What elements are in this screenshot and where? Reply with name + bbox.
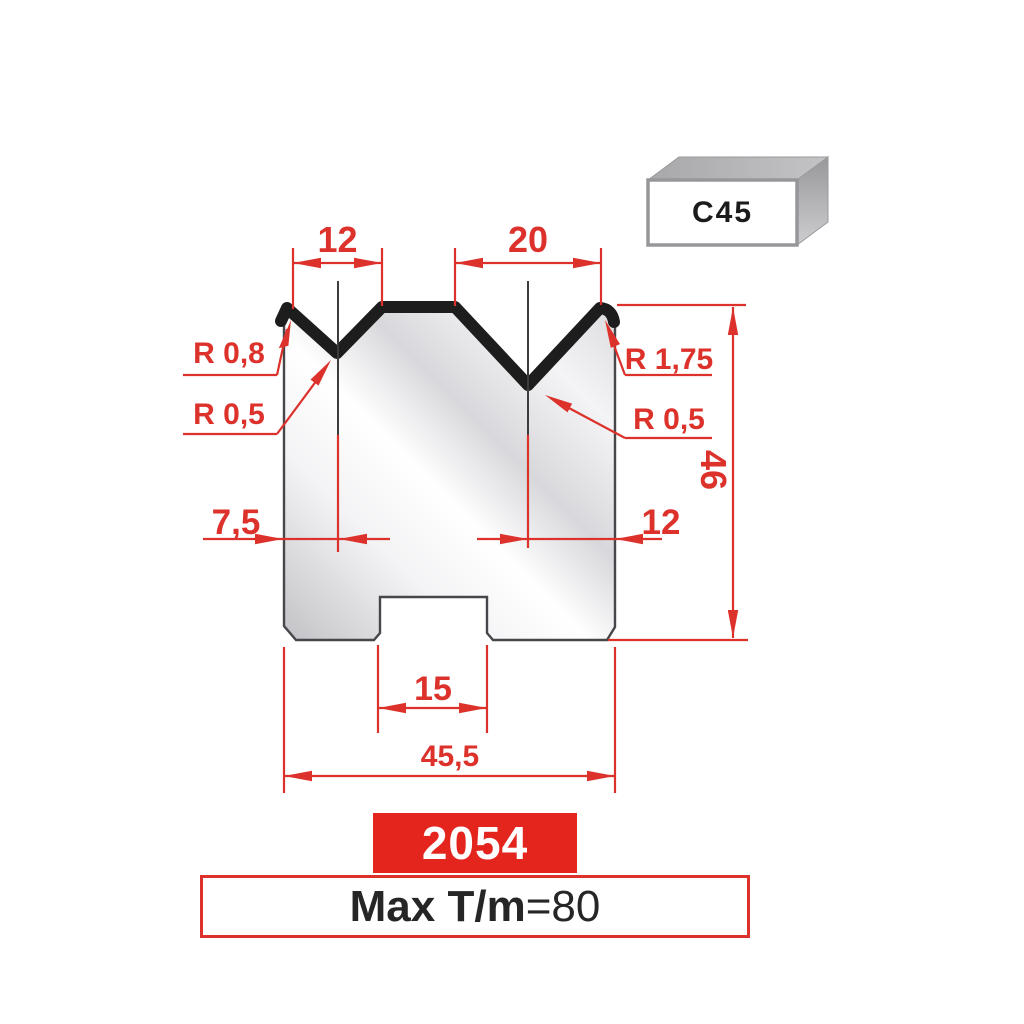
arrow-left-icon (455, 257, 483, 269)
label-radius-top-right: R 1,75 (624, 343, 714, 376)
arrow-up-icon (727, 307, 739, 335)
dimension-v1-opening (291, 248, 384, 309)
dimension-body-height (608, 303, 748, 642)
leader-radius-v1-bottom (183, 360, 331, 436)
arrow-left-icon (293, 257, 321, 269)
leader-radius-v2-bottom (545, 395, 712, 440)
tonnage-label: Max T/m (349, 881, 526, 931)
dimension-base-slot-width (376, 645, 489, 733)
arrow-leader-icon (545, 395, 573, 413)
arrow-right-icon (573, 257, 601, 269)
label-body-height: 46 (693, 449, 734, 491)
label-base-slot-width: 15 (414, 670, 452, 708)
arrow-down-icon (727, 610, 739, 638)
dimension-v2-opening (453, 248, 603, 306)
arrow-right-icon (354, 257, 382, 269)
arrow-right-icon (255, 533, 283, 545)
label-radius-top-left: R 0,8 (193, 337, 265, 370)
part-number-badge: 2054 (373, 813, 577, 873)
die-working-surface (275, 301, 620, 391)
label-v1-center-offset: 7,5 (211, 503, 261, 542)
leader-radius-top-left (183, 320, 291, 377)
part-number: 2054 (421, 817, 529, 869)
dimension-v2-center-offset (477, 533, 662, 545)
label-total-width: 45,5 (420, 740, 480, 773)
label-v1-opening: 12 (317, 219, 358, 260)
label-v2-center-offset: 12 (641, 503, 681, 542)
label-radius-v1-bottom: R 0,5 (193, 398, 265, 431)
arrow-leader-icon (278, 320, 291, 349)
dimension-total-width (282, 647, 617, 793)
arrow-left-icon (339, 533, 367, 545)
arrow-left-icon (615, 533, 643, 545)
label-radius-v2-bottom: R 0,5 (633, 403, 705, 436)
arrow-right-icon (459, 702, 487, 714)
arrow-leader-icon (310, 360, 331, 386)
arrow-right-icon (587, 770, 615, 782)
arrow-right-icon (500, 533, 528, 545)
arrow-left-icon (378, 702, 406, 714)
max-tonnage-box: Max T/m =80 (200, 875, 750, 938)
steel-block-3d-icon (646, 156, 830, 247)
dimension-v1-center-offset (203, 533, 390, 545)
label-v2-opening: 20 (507, 219, 549, 260)
tonnage-value: =80 (525, 881, 601, 931)
arrow-leader-icon (605, 320, 620, 348)
die-cross-section (275, 281, 620, 642)
arrow-left-icon (284, 770, 312, 782)
leader-radius-top-right (605, 320, 712, 377)
material-label: C45 (691, 196, 754, 229)
